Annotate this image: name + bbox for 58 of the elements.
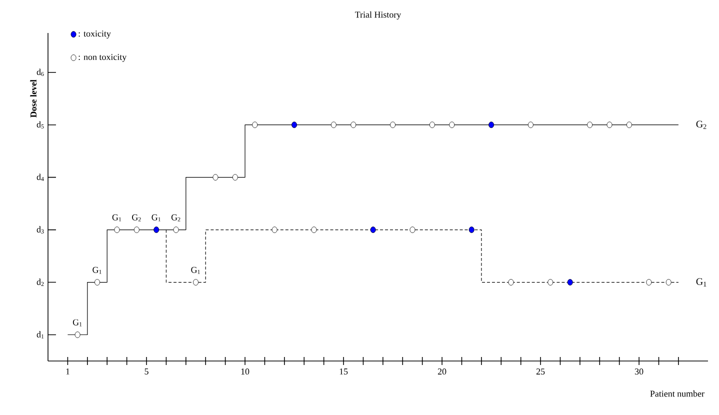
annotation: G$_{1}$: [92, 266, 102, 274]
point: [468, 226, 474, 233]
point: [114, 226, 120, 233]
x-tick-label: 10: [241, 368, 250, 375]
annotation: G$_{1}$: [152, 214, 160, 222]
legend-label: : non toxicity: [78, 54, 127, 62]
y-tick-label: d$_{4}$: [36, 174, 44, 181]
point: [212, 174, 218, 181]
x-tick-label: 30: [634, 368, 644, 375]
point: [390, 122, 396, 128]
point: [311, 226, 317, 233]
point: [173, 226, 179, 233]
point: [370, 226, 376, 233]
point: [410, 226, 416, 233]
x-tick-label: 15: [340, 368, 348, 375]
series-label: G$_{1}$: [696, 278, 706, 286]
point: [292, 122, 298, 128]
point: [272, 226, 278, 233]
annotation: G$_{1}$: [72, 319, 82, 326]
point: [548, 279, 554, 286]
point: [193, 279, 199, 286]
point: [587, 122, 593, 128]
point: [508, 279, 514, 286]
point: [429, 122, 435, 128]
point: [606, 122, 612, 128]
point: [252, 122, 258, 128]
x-tick-label: 1: [66, 368, 70, 374]
point: [154, 226, 160, 233]
point: [134, 226, 140, 233]
point: [232, 174, 238, 181]
legend-label: : toxicity: [78, 30, 111, 38]
point: [646, 279, 652, 286]
point: [94, 279, 100, 286]
annotation: G$_{1}$: [191, 266, 200, 274]
y-tick-label: d$_{6}$: [36, 68, 44, 76]
point: [567, 279, 573, 286]
series-label: G$_{2}$: [696, 120, 706, 129]
y-tick-label: d$_{2}$: [36, 278, 44, 286]
point: [528, 122, 534, 128]
point: [330, 122, 336, 128]
x-axis-title: Patient number: [650, 390, 704, 397]
point: [74, 332, 80, 338]
annotation: G$_{2}$: [132, 214, 141, 222]
x-tick-label: 5: [144, 368, 148, 374]
x-tick-label: 20: [438, 368, 446, 375]
point: [626, 122, 632, 128]
y-tick-label: d$_{3}$: [36, 226, 44, 234]
point: [350, 122, 356, 128]
point: [488, 122, 494, 128]
point: [449, 122, 455, 128]
annotation: G$_{1}$: [112, 214, 122, 222]
y-tick-label: d$_{1}$: [36, 331, 44, 338]
annotation: G$_{2}$: [171, 214, 180, 222]
x-tick-label: 25: [536, 368, 545, 375]
chart-title: Trial History: [355, 11, 402, 20]
y-tick-label: d$_{5}$: [36, 121, 44, 128]
point: [666, 279, 672, 286]
y-axis-title: Dose level: [30, 80, 37, 118]
